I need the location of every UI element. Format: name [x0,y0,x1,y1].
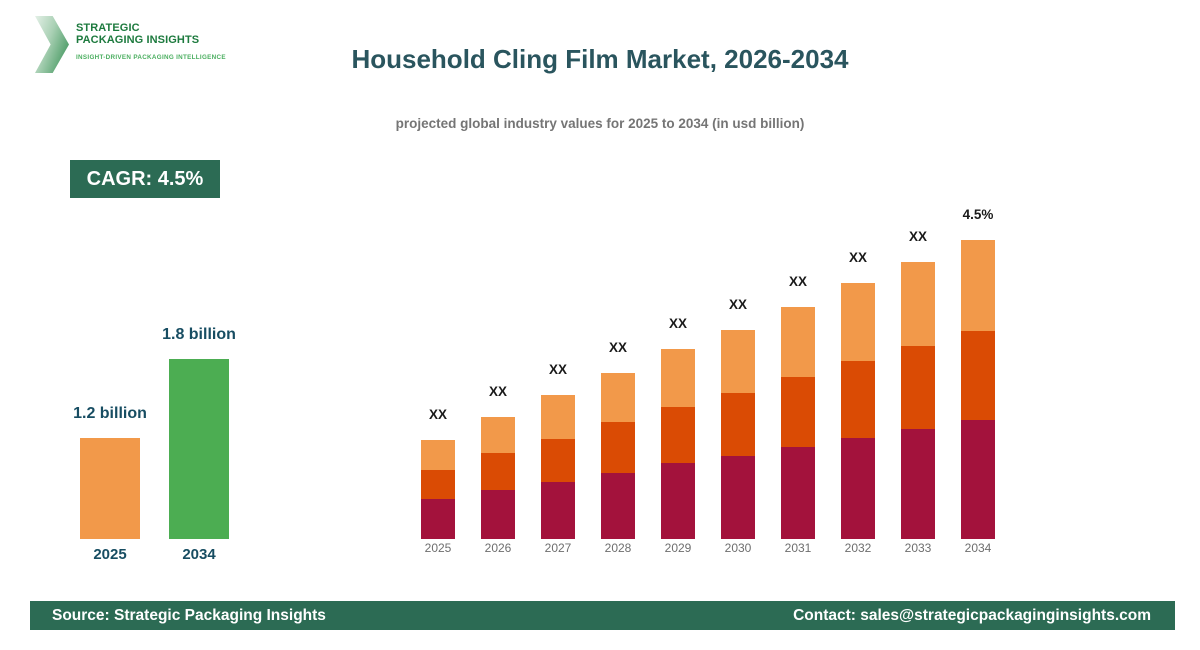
summary-bar-2034 [169,359,229,539]
segment-middle-2032 [841,361,875,438]
bar-value-label-2030: XX [728,297,747,312]
bar-value-label-2033: XX [908,229,927,244]
bar-value-label-2031: XX [788,274,807,289]
footer-bar: Source: Strategic Packaging Insights Con… [30,601,1175,630]
contact-text: Contact: sales@strategicpackaginginsight… [793,606,1151,624]
forecast-stacked-chart: XX 2025 XX 2026 XX 2027 XX 2028 XX 2029 XX 2030 XX 20… [408,180,1008,565]
stacked-bar-2026 [481,417,515,539]
stacked-bar-2033 [901,262,935,539]
segment-middle-2034 [961,331,995,420]
x-tick-2031: 2031 [784,541,812,555]
logo-name-line1: STRATEGIC [76,22,140,34]
segment-top-2025 [421,440,455,470]
segment-bottom-2031 [781,447,815,539]
x-tick-2027: 2027 [544,541,572,555]
logo-name-line2: PACKAGING INSIGHTS [76,34,200,46]
segment-middle-2026 [481,453,515,490]
summary-x-tick-2034: 2034 [182,546,216,563]
x-tick-2034: 2034 [964,541,992,555]
stacked-bar-2029 [661,349,695,539]
segment-top-2033 [901,262,935,346]
stacked-bar-2028 [601,373,635,539]
segment-middle-2025 [421,470,455,499]
segment-top-2028 [601,373,635,422]
logo-tagline: INSIGHT-DRIVEN PACKAGING INTELLIGENCE [76,54,226,61]
x-tick-2028: 2028 [604,541,632,555]
x-tick-2030: 2030 [724,541,752,555]
bar-value-label-2027: XX [548,362,567,377]
stacked-bar-2031 [781,307,815,539]
summary-bar-2025 [80,438,140,539]
bar-value-label-2029: XX [668,316,687,331]
segment-top-2034 [961,240,995,331]
page-title: Household Cling Film Market, 2026-2034 [351,44,849,74]
summary-comparison-chart: 1.2 billion 2025 1.8 billion 2034 [60,320,250,565]
source-text: Source: Strategic Packaging Insights [52,606,326,624]
stacked-bar-2034 [961,240,995,539]
segment-top-2031 [781,307,815,377]
page-subtitle: projected global industry values for 202… [395,116,805,131]
segment-top-2026 [481,417,515,453]
logo: STRATEGIC PACKAGING INSIGHTS INSIGHT-DRI… [35,12,226,73]
segment-bottom-2029 [661,463,695,539]
bar-value-label-2032: XX [848,250,867,265]
stacked-bar-2027 [541,395,575,539]
logo-text: STRATEGIC PACKAGING INSIGHTS INSIGHT-DRI… [76,12,226,73]
segment-middle-2028 [601,422,635,473]
bar-value-label-2028: XX [608,340,627,355]
stacked-bar-2032 [841,283,875,539]
segment-bottom-2030 [721,456,755,539]
summary-x-tick-2025: 2025 [93,546,127,563]
x-tick-2033: 2033 [904,541,932,555]
x-tick-2029: 2029 [664,541,692,555]
segment-bottom-2027 [541,482,575,539]
segment-bottom-2028 [601,473,635,539]
segment-middle-2033 [901,346,935,429]
bar-value-label-2025: XX [428,407,447,422]
bar-value-label-2034: 4.5% [962,207,994,222]
segment-top-2032 [841,283,875,361]
x-tick-2025: 2025 [424,541,452,555]
x-tick-2032: 2032 [844,541,872,555]
segment-bottom-2033 [901,429,935,539]
segment-top-2030 [721,330,755,393]
segment-top-2027 [541,395,575,439]
segment-bottom-2026 [481,490,515,539]
segment-bottom-2032 [841,438,875,539]
summary-value-label-2034: 1.8 billion [162,326,236,343]
segment-bottom-2034 [961,420,995,539]
segment-bottom-2025 [421,499,455,539]
bar-value-label-2026: XX [488,384,507,399]
segment-middle-2030 [721,393,755,456]
segment-middle-2031 [781,377,815,447]
summary-value-label-2025: 1.2 billion [73,405,147,422]
segment-top-2029 [661,349,695,407]
stacked-bar-2030 [721,330,755,539]
x-tick-2026: 2026 [484,541,512,555]
cagr-badge: CAGR: 4.5% [70,160,220,198]
segment-middle-2029 [661,407,695,463]
stacked-bar-2025 [421,440,455,539]
segment-middle-2027 [541,439,575,482]
